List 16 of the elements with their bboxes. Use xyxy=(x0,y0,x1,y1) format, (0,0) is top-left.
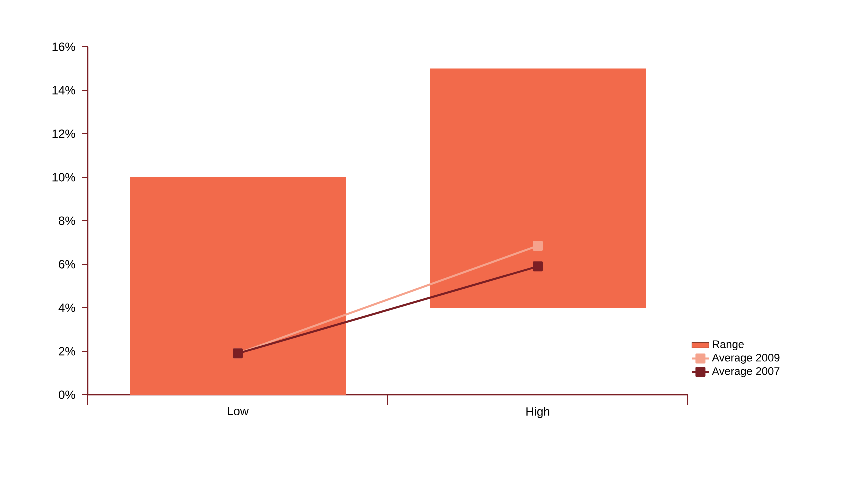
y-tick-label: 10% xyxy=(52,173,76,182)
y-tick-label: 12% xyxy=(52,130,76,138)
y-tick-label: 14% xyxy=(52,86,76,95)
x-tick-label: Low xyxy=(228,407,249,416)
legend-label: Range xyxy=(713,340,744,351)
y-tick-label: 6% xyxy=(59,260,76,269)
point xyxy=(533,241,544,252)
point xyxy=(533,262,544,272)
legend-label: Average 2007 xyxy=(712,367,780,378)
y-tick-label: 0% xyxy=(59,390,76,400)
y-tick-label: 4% xyxy=(58,304,76,312)
legend-label: Average 2009 xyxy=(712,354,780,364)
y-tick-label: 16% xyxy=(52,42,76,52)
y-tick-label: 2% xyxy=(59,347,76,356)
x-tick-label: High xyxy=(526,407,550,418)
y-tick-label: 8% xyxy=(59,216,76,226)
